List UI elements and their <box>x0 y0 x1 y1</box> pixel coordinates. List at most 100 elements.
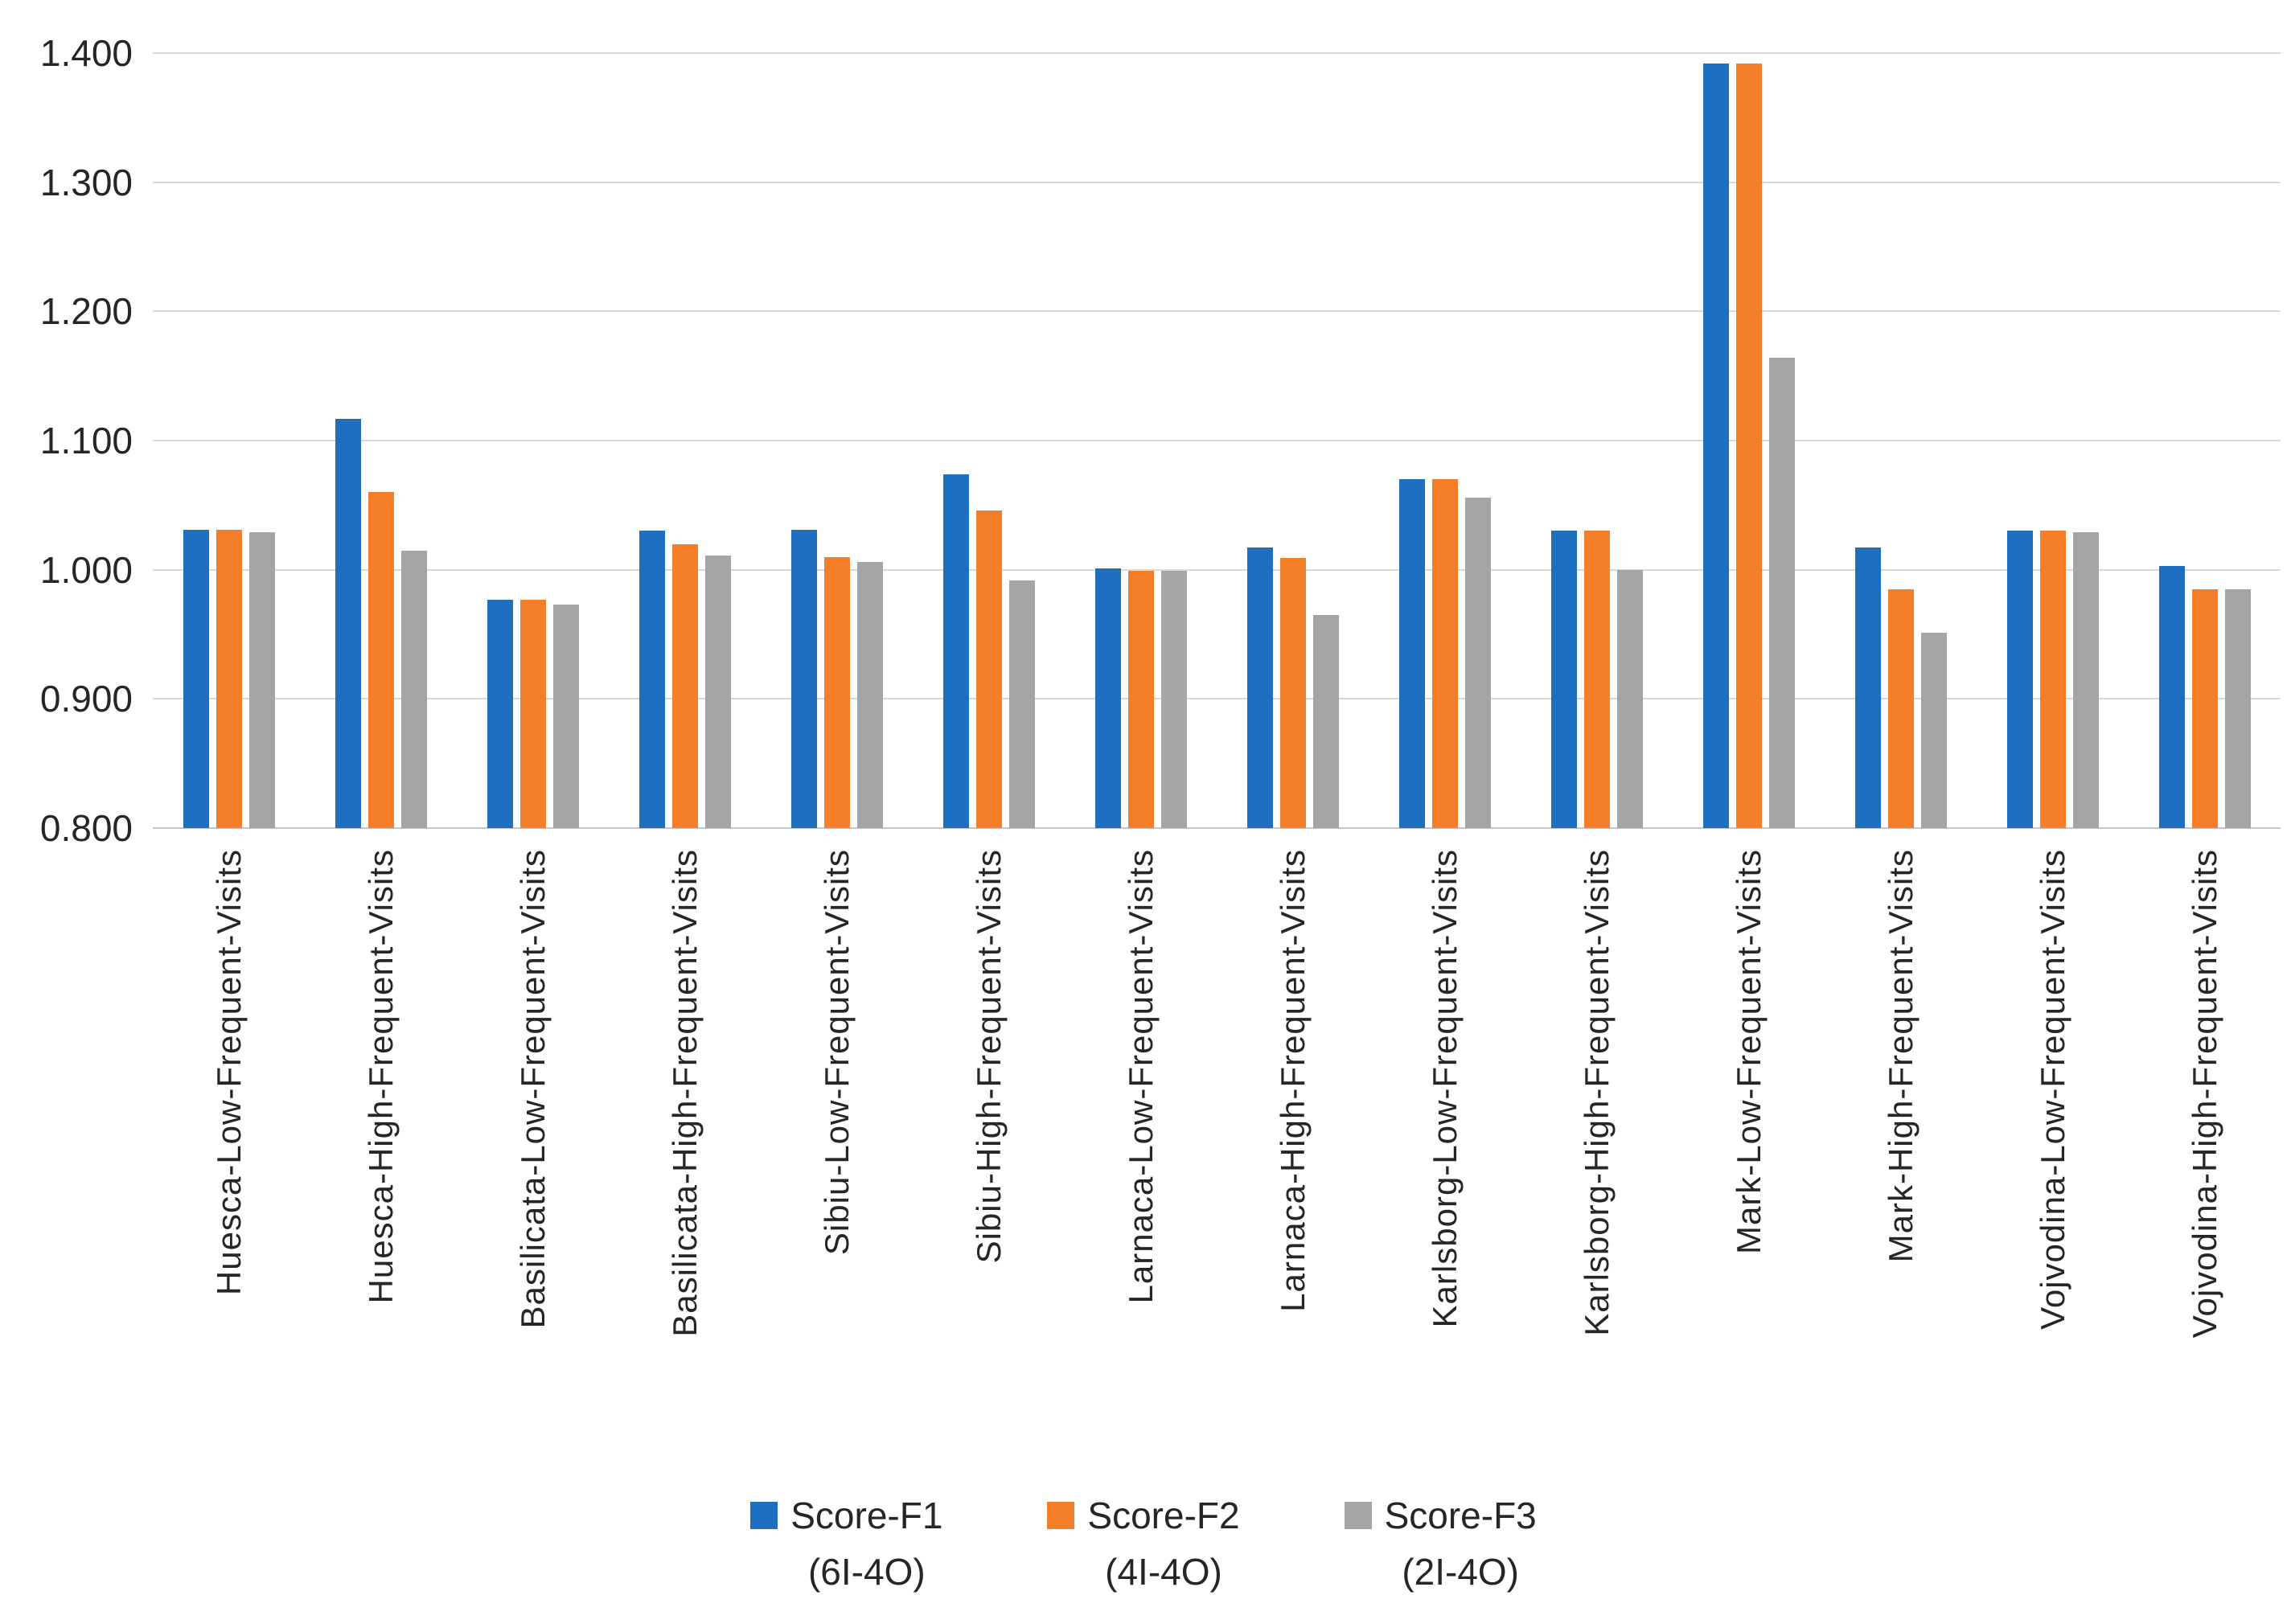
legend-swatch-icon <box>1047 1502 1075 1529</box>
gridline <box>153 181 2281 183</box>
category-label: Sibiu-High-Frequent-Visits <box>969 849 1008 1264</box>
category-label-cell: Larnaca-High-Frequent-Visits <box>1217 849 1369 1484</box>
category-label: Vojvodina-Low-Frequent-Visits <box>2033 849 2071 1330</box>
gridline <box>153 52 2281 54</box>
bar-group <box>1065 53 1217 828</box>
bar-score-f1 <box>1550 531 1577 828</box>
bar-group <box>1521 53 1673 828</box>
bar-score-f1 <box>638 531 665 828</box>
bar-score-f1 <box>1398 479 1425 828</box>
legend-series-subtitle: (2I-4O) <box>1402 1551 1519 1593</box>
category-label-cell: Sibiu-Low-Frequent-Visits <box>761 849 913 1484</box>
y-tick-label: 1.100 <box>39 420 133 461</box>
bar-score-f2 <box>2191 588 2218 828</box>
legend-series-subtitle: (6I-4O) <box>807 1551 926 1593</box>
category-label-cell: Vojvodina-Low-Frequent-Visits <box>1977 849 2129 1484</box>
gridline <box>153 440 2281 441</box>
y-tick-label: 1.000 <box>39 548 133 591</box>
category-label-cell: Karlsborg-High-Frequent-Visits <box>1521 849 1673 1484</box>
legend-series-subtitle: (4I-4O) <box>1105 1551 1222 1593</box>
bar-group <box>2129 53 2281 828</box>
bar-group <box>1977 53 2129 828</box>
bar-score-f3 <box>248 532 275 828</box>
bar-score-f3 <box>2224 588 2251 828</box>
bar-score-f1 <box>183 529 209 828</box>
bar-groups-layer <box>153 53 2281 828</box>
bar-score-f2 <box>519 599 546 828</box>
category-label-cell: Basilicata-High-Frequent-Visits <box>609 849 761 1484</box>
plot-area <box>153 52 2281 829</box>
category-label: Mark-Low-Frequent-Visits <box>1729 849 1768 1255</box>
bar-score-f2 <box>671 543 698 828</box>
category-label-cell: Huesca-High-Frequent-Visits <box>305 849 457 1484</box>
bar-score-f1 <box>942 474 969 828</box>
bar-score-f3 <box>1008 580 1035 828</box>
gridline <box>153 310 2281 313</box>
gridline <box>153 698 2281 700</box>
bar-score-f1 <box>335 418 361 828</box>
category-label: Vojvodina-High-Frequent-Visits <box>2185 849 2223 1339</box>
bar-score-f1 <box>487 599 513 828</box>
bar-score-f2 <box>2039 531 2066 828</box>
bar-group <box>153 53 305 828</box>
bar-score-f3 <box>2072 532 2099 828</box>
bar-group <box>761 53 913 828</box>
bar-score-f3 <box>1616 569 1643 828</box>
bar-score-f2 <box>1735 63 1762 828</box>
y-tick-label: 1.300 <box>39 161 133 203</box>
bar-score-f3 <box>1920 633 1947 828</box>
category-label: Larnaca-High-Frequent-Visits <box>1273 849 1312 1312</box>
category-label-cell: Sibiu-High-Frequent-Visits <box>913 849 1065 1484</box>
y-tick-label: 0.800 <box>39 807 133 849</box>
x-axis-category-labels: Huesca-Low-Frequent-Visits Huesca-High-Fr… <box>153 849 2281 1484</box>
bar-score-f2 <box>975 510 1002 828</box>
category-label-cell: Larnaca-Low-Frequent-Visits <box>1065 849 1217 1484</box>
bar-group <box>305 53 457 828</box>
category-label: Karlsborg-High-Frequent-Visits <box>1577 849 1616 1336</box>
bar-score-f1 <box>1094 568 1121 828</box>
legend-swatch-icon <box>1344 1502 1372 1529</box>
bar-score-f3 <box>856 562 883 828</box>
bar-score-f3 <box>1312 614 1339 828</box>
category-label: Sibiu-Low-Frequent-Visits <box>817 849 856 1256</box>
bar-score-f3 <box>1160 571 1187 828</box>
legend-item: Score-F1 (6I-4O) <box>750 1494 942 1593</box>
legend-swatch-icon <box>750 1502 778 1529</box>
bar-score-f3 <box>400 550 427 828</box>
category-label: Huesca-Low-Frequent-Visits <box>209 849 248 1296</box>
category-label: Huesca-High-Frequent-Visits <box>361 849 400 1304</box>
bar-group <box>1825 53 1977 828</box>
bar-score-f1 <box>1854 547 1881 828</box>
bar-score-f3 <box>552 605 579 828</box>
category-label: Mark-High-Frequent-Visits <box>1881 849 1920 1263</box>
category-label: Karlsborg-Low-Frequent-Visits <box>1425 849 1464 1328</box>
bar-score-f2 <box>1431 479 1458 828</box>
x-axis-line <box>153 827 2281 829</box>
bar-score-f1 <box>2158 565 2185 828</box>
bar-score-f1 <box>790 529 817 828</box>
bar-score-f3 <box>1768 358 1795 828</box>
bar-score-f2 <box>1127 571 1154 828</box>
category-label-cell: Huesca-Low-Frequent-Visits <box>153 849 305 1484</box>
bar-score-f2 <box>823 556 850 828</box>
category-label-cell: Karlsborg-Low-Frequent-Visits <box>1369 849 1521 1484</box>
gridline <box>153 568 2281 571</box>
bar-score-f2 <box>1583 531 1610 828</box>
legend: Score-F1 (6I-4O) Score-F2 (4I-4O) Score-F3 (2… <box>0 1494 2287 1593</box>
bar-score-f2 <box>216 529 242 828</box>
bar-score-f1 <box>1702 63 1729 828</box>
legend-series-name: Score-F2 <box>1087 1495 1240 1536</box>
bar-group <box>609 53 761 828</box>
bar-group <box>1217 53 1369 828</box>
category-label: Basilicata-Low-Frequent-Visits <box>513 849 552 1329</box>
category-label: Basilicata-High-Frequent-Visits <box>665 849 704 1337</box>
bar-group <box>457 53 609 828</box>
category-label-cell: Mark-High-Frequent-Visits <box>1825 849 1977 1484</box>
legend-item: Score-F2 (4I-4O) <box>1047 1494 1240 1593</box>
legend-series-name: Score-F1 <box>790 1495 943 1536</box>
bar-score-f2 <box>1279 558 1306 828</box>
category-label-cell: Vojvodina-High-Frequent-Visits <box>2129 849 2281 1484</box>
y-tick-label: 1.400 <box>39 32 133 74</box>
bar-score-f3 <box>1464 497 1491 828</box>
